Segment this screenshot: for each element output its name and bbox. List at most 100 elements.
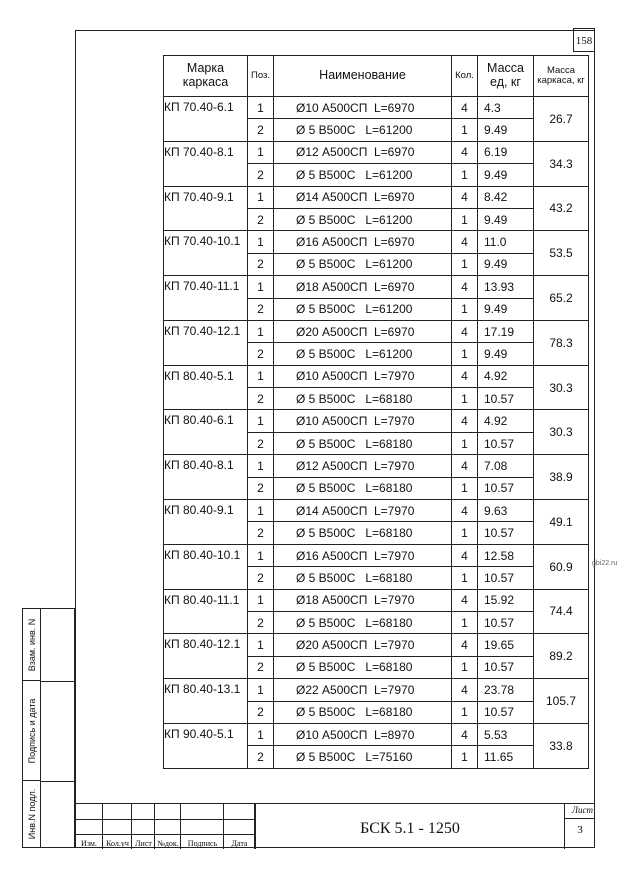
document-code: БСК 5.1 - 1250 <box>255 804 565 849</box>
name-cell: Ø 5 В500С L=61200 <box>273 207 452 232</box>
pos-cell: 2 <box>247 745 274 769</box>
table-row: КП 70.40-9.1 1 Ø14 А500СП L=6970 4 8.42 43.2 <box>163 185 589 232</box>
mass-unit-cell: 13.93 <box>477 275 534 299</box>
pos-cell: 1 <box>247 140 274 165</box>
qty-cell: 1 <box>451 566 478 590</box>
name-cell: Ø18 А500СП L=6970 <box>273 275 452 299</box>
table-row: КП 80.40-12.1 1 Ø20 А500СП L=7970 4 19.65 89.… <box>163 633 589 680</box>
title-block-label: Кол.уч <box>106 839 129 848</box>
mass-unit-cell: 9.63 <box>477 499 534 523</box>
qty-cell: 1 <box>451 745 478 769</box>
qty-cell: 4 <box>451 364 478 389</box>
pos-cell: 1 <box>247 678 274 702</box>
qty-cell: 4 <box>451 722 478 747</box>
qty-cell: 1 <box>451 163 478 187</box>
mass-unit-cell: 10.57 <box>477 566 534 590</box>
pos-cell: 2 <box>247 610 274 635</box>
pos-cell: 2 <box>247 118 274 142</box>
mass-total-cell: 34.3 <box>533 140 589 187</box>
mass-unit-cell: 10.57 <box>477 431 534 456</box>
pos-cell: 1 <box>247 95 274 120</box>
mass-unit-cell: 17.19 <box>477 319 534 344</box>
mass-total-cell: 26.7 <box>533 96 589 142</box>
sheet-label: Лист <box>571 805 593 815</box>
mass-unit-cell: 10.57 <box>477 387 534 411</box>
table-row: КП 70.40-6.1 1 Ø10 А500СП L=6970 4 4.3 26.7 <box>163 95 589 142</box>
mass-total-cell: 43.2 <box>533 185 589 232</box>
header-mass-total: Масса каркаса, кг <box>533 55 589 97</box>
mass-total-cell: 49.1 <box>533 499 589 545</box>
qty-cell: 4 <box>451 678 478 702</box>
pos-cell: 2 <box>247 521 274 545</box>
qty-cell: 1 <box>451 207 478 232</box>
marka-cell: КП 80.40-5.1 <box>163 364 248 411</box>
name-cell: Ø 5 В500С L=68180 <box>273 431 452 456</box>
mass-total-cell: 38.9 <box>533 454 589 501</box>
table-row: КП 80.40-11.1 1 Ø18 А500СП L=7970 4 15.92 74.… <box>163 588 589 635</box>
header-qty: Кол. <box>451 55 478 97</box>
mass-unit-cell: 7.08 <box>477 454 534 478</box>
qty-cell: 1 <box>451 431 478 456</box>
marka-cell: КП 90.40-5.1 <box>163 722 248 769</box>
marka-cell: КП 80.40-9.1 <box>163 499 248 545</box>
qty-cell: 4 <box>451 95 478 120</box>
name-cell: Ø10 А500СП L=6970 <box>273 95 452 120</box>
marka-cell: КП 70.40-9.1 <box>163 185 248 232</box>
qty-cell: 1 <box>451 252 478 277</box>
title-block-label: Дата <box>231 839 248 848</box>
pos-cell: 1 <box>247 499 274 523</box>
pos-cell: 2 <box>247 655 274 680</box>
mass-total-cell: 78.3 <box>533 319 589 366</box>
name-cell: Ø 5 В500С L=68180 <box>273 566 452 590</box>
mass-unit-cell: 5.53 <box>477 722 534 747</box>
mass-unit-cell: 6.19 <box>477 140 534 165</box>
name-cell: Ø 5 В500С L=68180 <box>273 387 452 411</box>
title-block-label: Изм. <box>81 839 97 848</box>
header-marka: Марка каркаса <box>163 55 248 97</box>
mass-unit-cell: 10.57 <box>477 655 534 680</box>
qty-cell: 4 <box>451 499 478 523</box>
marka-cell: КП 70.40-12.1 <box>163 319 248 366</box>
name-cell: Ø14 А500СП L=6970 <box>273 185 452 209</box>
mass-unit-cell: 11.0 <box>477 230 534 254</box>
mass-total-cell: 33.8 <box>533 722 589 769</box>
name-cell: Ø10 А500СП L=7970 <box>273 409 452 433</box>
marka-cell: КП 80.40-13.1 <box>163 678 248 724</box>
marka-cell: КП 80.40-6.1 <box>163 409 248 456</box>
pos-cell: 2 <box>247 566 274 590</box>
name-cell: Ø12 А500СП L=6970 <box>273 140 452 165</box>
qty-cell: 1 <box>451 297 478 321</box>
mass-unit-cell: 10.57 <box>477 610 534 635</box>
name-cell: Ø16 А500СП L=6970 <box>273 230 452 254</box>
name-cell: Ø 5 В500С L=75160 <box>273 745 452 769</box>
pos-cell: 1 <box>247 722 274 747</box>
marka-cell: КП 80.40-11.1 <box>163 588 248 635</box>
marka-cell: КП 70.40-6.1 <box>163 96 248 142</box>
table-header: Марка каркаса Поз. Наименование Кол. Мас… <box>163 55 589 97</box>
mass-unit-cell: 4.92 <box>477 409 534 433</box>
table-row: КП 70.40-8.1 1 Ø12 А500СП L=6970 4 6.19 34.3 <box>163 140 589 187</box>
pos-cell: 2 <box>247 700 274 724</box>
mass-total-cell: 53.5 <box>533 230 589 277</box>
mass-total-cell: 30.3 <box>533 409 589 456</box>
name-cell: Ø 5 В500С L=61200 <box>273 252 452 277</box>
mass-total-cell: 74.4 <box>533 588 589 635</box>
name-cell: Ø18 А500СП L=7970 <box>273 588 452 612</box>
header-name: Наименование <box>273 55 452 97</box>
mass-unit-cell: 23.78 <box>477 678 534 702</box>
inv-original-label: Инв.N подл. <box>26 788 37 840</box>
mass-total-cell: 60.9 <box>533 543 589 590</box>
table-row: КП 70.40-12.1 1 Ø20 А500СП L=6970 4 17.19 78.… <box>163 319 589 366</box>
pos-cell: 1 <box>247 275 274 299</box>
name-cell: Ø20 А500СП L=6970 <box>273 319 452 344</box>
pos-cell: 2 <box>247 297 274 321</box>
mass-unit-cell: 9.49 <box>477 252 534 277</box>
marka-cell: КП 80.40-8.1 <box>163 454 248 501</box>
mass-total-cell: 89.2 <box>533 633 589 680</box>
pos-cell: 1 <box>247 543 274 568</box>
